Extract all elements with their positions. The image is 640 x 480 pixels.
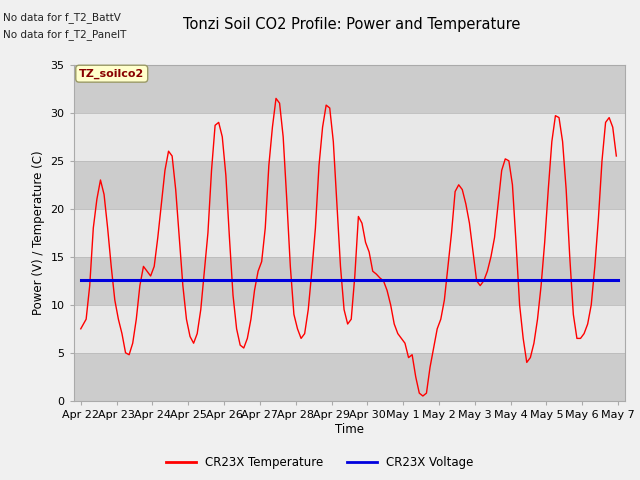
Bar — [74, 209, 625, 257]
Text: TZ_soilco2: TZ_soilco2 — [79, 69, 145, 79]
Bar — [74, 161, 625, 209]
Y-axis label: Power (V) / Temperature (C): Power (V) / Temperature (C) — [32, 151, 45, 315]
Bar — [74, 305, 625, 353]
Bar — [74, 113, 625, 161]
Text: No data for f_T2_BattV: No data for f_T2_BattV — [3, 12, 121, 23]
Text: Tonzi Soil CO2 Profile: Power and Temperature: Tonzi Soil CO2 Profile: Power and Temper… — [183, 17, 521, 32]
X-axis label: Time: Time — [335, 422, 364, 436]
Bar — [74, 257, 625, 305]
Text: No data for f_T2_PanelT: No data for f_T2_PanelT — [3, 29, 127, 40]
Bar — [74, 65, 625, 113]
Bar — [74, 353, 625, 401]
Legend: CR23X Temperature, CR23X Voltage: CR23X Temperature, CR23X Voltage — [162, 452, 478, 474]
